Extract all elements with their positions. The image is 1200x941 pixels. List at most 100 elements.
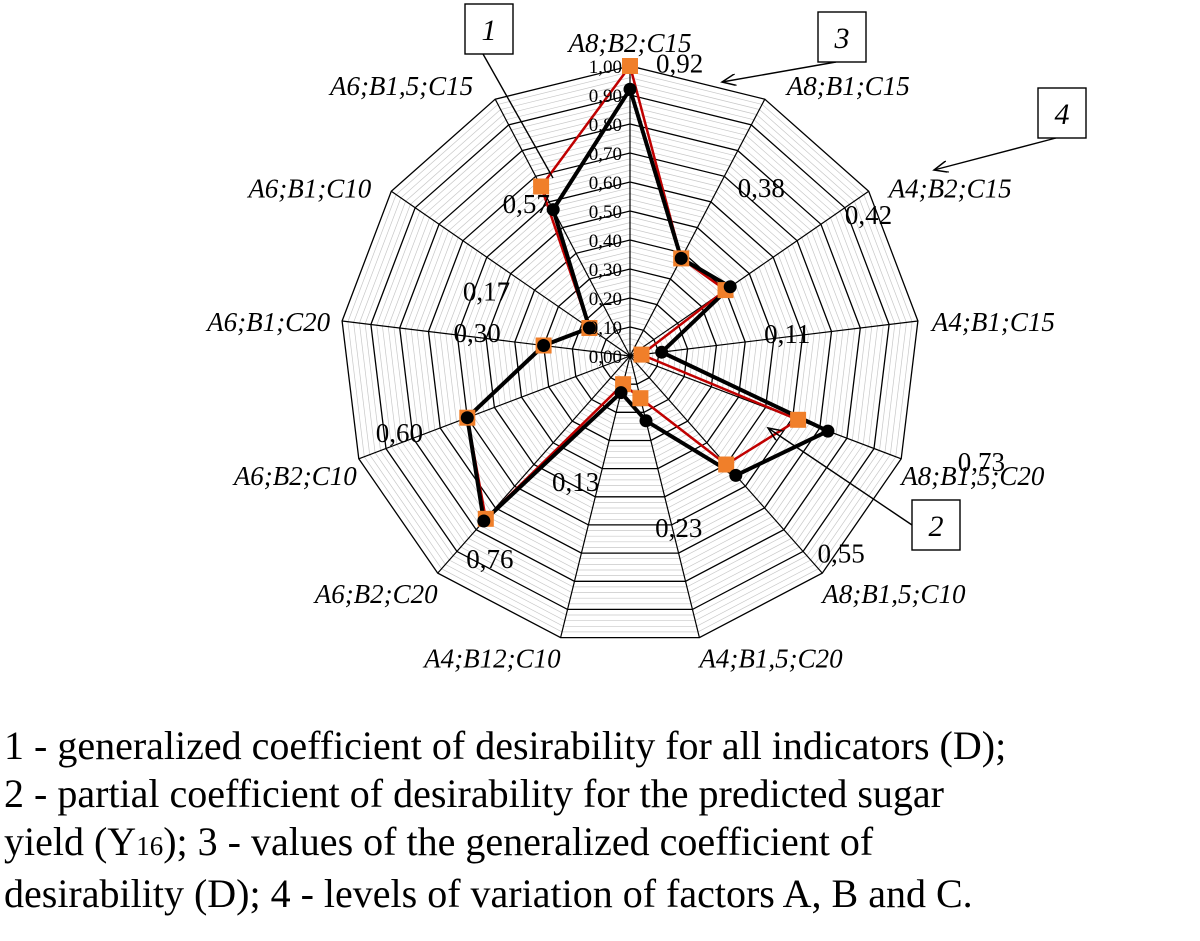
point-Y16: [622, 58, 638, 74]
grid-ring-minor: [479, 204, 781, 503]
tick-label: 0,80: [589, 115, 622, 136]
value-label: 0,17: [463, 277, 510, 307]
callout-number: 1: [482, 14, 497, 47]
grid-ring-major: [399, 123, 861, 582]
grid-ring-minor: [347, 71, 913, 633]
point-D: [477, 514, 491, 528]
grid-ring-minor: [531, 257, 729, 453]
value-label: 0,42: [845, 200, 892, 230]
grid-spoke: [629, 190, 870, 357]
grid-ring-minor: [497, 222, 763, 486]
series-line-Y16: [466, 64, 800, 521]
grid-ring-minor: [468, 193, 792, 515]
value-label: 0,92: [656, 49, 703, 79]
grid-ring-minor: [376, 100, 884, 605]
tick-label: 0,50: [589, 202, 622, 223]
caption-line-3-end: ); 3 - values of the generalized coeffic…: [163, 819, 874, 864]
callout-leader: [934, 137, 1057, 170]
figure-caption: 1 - generalized coefficient of desirabil…: [4, 722, 1194, 918]
callout-box: [817, 11, 867, 63]
category-label: A6;B1,5;C15: [328, 71, 473, 101]
value-label: 0,23: [655, 513, 702, 543]
grid-spoke: [437, 355, 631, 574]
caption-line-4: desirability (D); 4 - levels of variatio…: [4, 871, 973, 916]
point-D: [639, 414, 653, 428]
point-D: [460, 411, 474, 425]
category-label: A4;B12;C10: [422, 644, 561, 674]
grid-ring-major: [514, 239, 746, 470]
grid-ring-minor: [410, 135, 850, 571]
grid-ring-minor: [502, 228, 758, 481]
tick-label: 0,70: [589, 144, 622, 165]
callout-number: 3: [834, 22, 850, 55]
category-label: A6;B1;C20: [205, 307, 330, 337]
grid-spoke: [494, 98, 631, 357]
tick-label: 0,40: [589, 231, 622, 252]
grid-ring-minor: [474, 199, 786, 509]
caption-line-3: yield (Y16); 3 - values of the generaliz…: [4, 818, 1194, 870]
point-Y16: [632, 390, 649, 407]
grid-ring-minor: [508, 233, 752, 475]
category-label: A4;B1,5;C20: [697, 644, 843, 674]
grid-ring-minor: [393, 117, 867, 588]
tick-label: 1,00: [589, 57, 622, 78]
grid-ring-minor: [537, 262, 723, 447]
callout-leader: [768, 428, 913, 526]
grid-ring-minor: [520, 245, 740, 464]
point-D: [655, 345, 669, 359]
category-label: A6;B2;C10: [232, 461, 357, 491]
point-D: [723, 280, 737, 294]
grid-spoke: [342, 320, 631, 357]
callout-number: 4: [1055, 98, 1070, 131]
category-label: A8;B2;C15: [567, 28, 692, 58]
grid-spoke: [629, 320, 918, 357]
point-D: [821, 424, 835, 438]
category-label: A8;B1,5;C20: [899, 461, 1045, 491]
value-label: 0,13: [552, 467, 599, 497]
grid-ring-minor: [445, 170, 815, 537]
value-label: 0,55: [818, 538, 865, 568]
category-label: A8;B1;C15: [785, 71, 910, 101]
category-label: A6;B2;C20: [313, 579, 438, 609]
callout-box: [1037, 87, 1087, 139]
category-labels: A8;B2;C15 A8;B1;C15 A4;B2;C15 A4;B1;C15 A8;B…: [205, 28, 1055, 674]
point-D: [614, 386, 628, 400]
grid-ring-major: [571, 297, 689, 413]
radial-tick-labels: 0,00 0,10 0,20 0,30 0,40 0,50 0,60 0,70 0,80 0,90…: [589, 57, 622, 368]
callouts: 1 2 3 4: [464, 3, 1087, 551]
radar-series: [459, 58, 835, 528]
value-label: 0,60: [376, 418, 423, 448]
grid-ring-minor: [439, 164, 821, 543]
grid-ring-minor: [491, 216, 769, 492]
tick-label: 0,10: [589, 318, 622, 339]
tick-label: 0,60: [589, 173, 622, 194]
caption-line-3-start: yield (Y: [4, 819, 137, 864]
grid-ring-major: [341, 65, 919, 639]
grid-ring-minor: [364, 88, 896, 616]
point-D: [546, 203, 560, 217]
callout-box: [911, 499, 961, 551]
tick-label: 0,20: [589, 289, 622, 310]
grid-ring-minor: [422, 146, 838, 560]
callout-leader: [482, 53, 554, 179]
grid-spoke: [629, 98, 766, 357]
value-label: 0,38: [738, 173, 785, 203]
grid-ring-minor: [416, 141, 844, 565]
caption-subscript: 16: [136, 831, 164, 861]
tick-label: 0,30: [589, 260, 622, 281]
value-label: 0,11: [764, 319, 810, 349]
grid-ring-major: [485, 210, 775, 498]
grid-ring-minor: [462, 187, 798, 520]
point-D: [623, 82, 637, 96]
category-label: A8;B1,5;C10: [820, 579, 966, 609]
grid-ring-minor: [566, 291, 694, 419]
value-label: 0,30: [454, 318, 501, 348]
value-label: 0,76: [466, 544, 513, 574]
tick-label: 0,90: [589, 86, 622, 107]
value-label: 0,73: [958, 447, 1005, 477]
point-Y16: [533, 178, 550, 195]
callout-box: [464, 3, 514, 55]
category-label: A6;B1;C10: [246, 173, 371, 203]
point-D: [537, 339, 551, 352]
category-label: A4;B2;C15: [887, 173, 1012, 203]
